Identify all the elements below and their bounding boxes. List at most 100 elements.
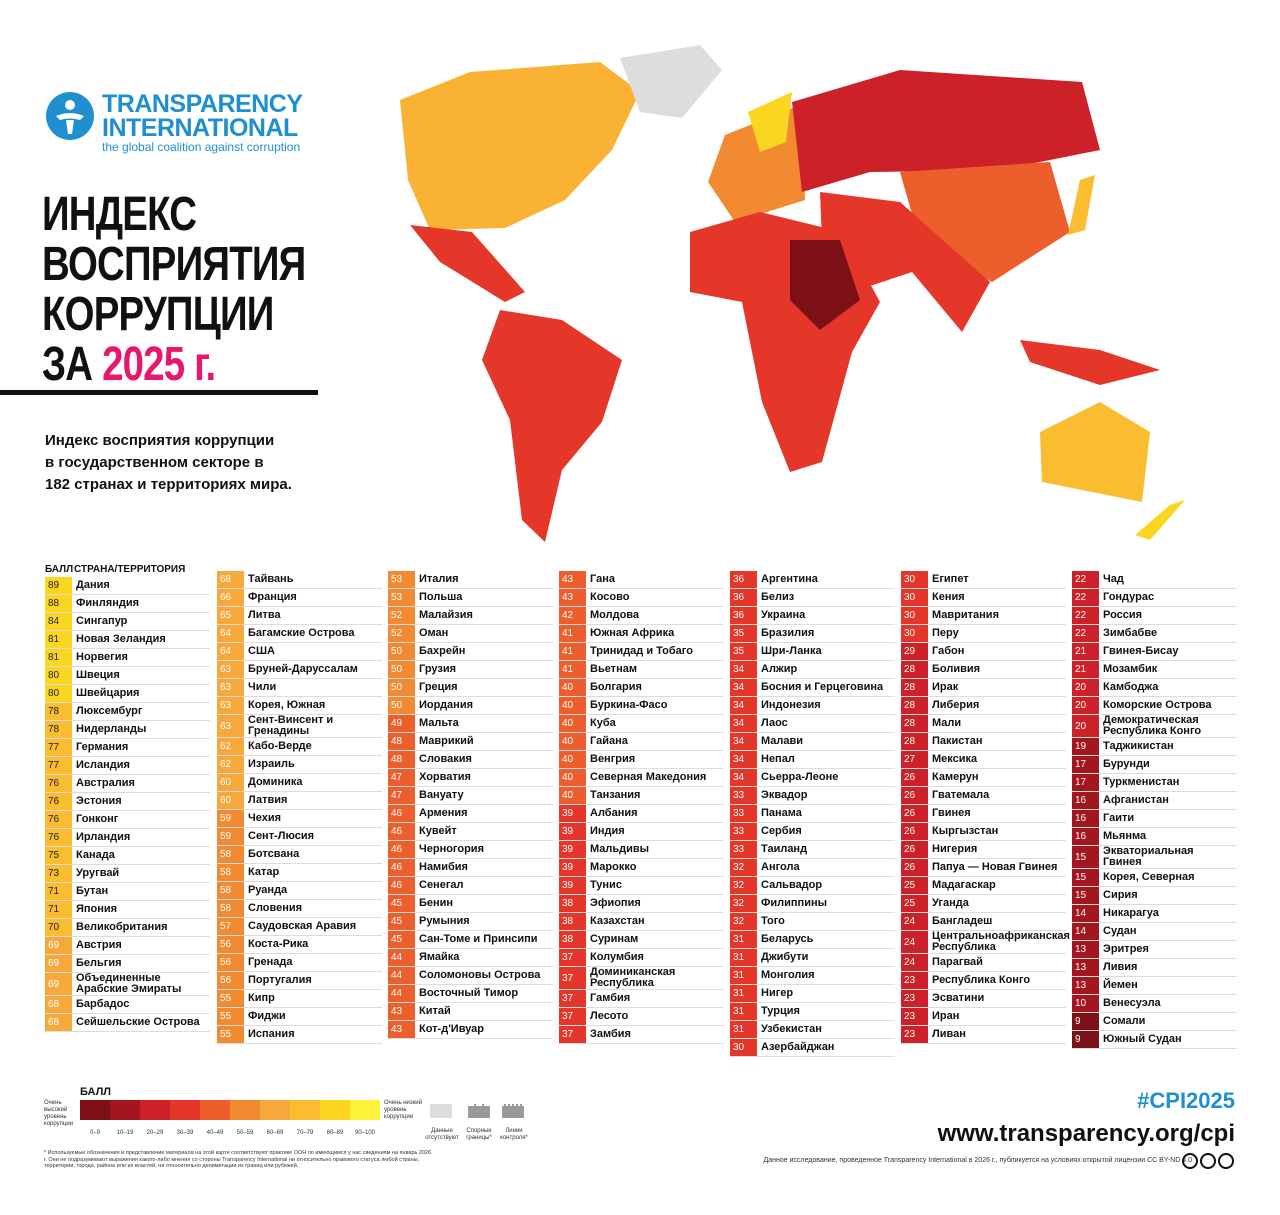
legend-swatch (260, 1100, 290, 1120)
score: 26 (901, 769, 928, 786)
country: Мозамбик (1103, 663, 1158, 675)
country: Казахстан (590, 915, 645, 927)
table-row: 46 Кувейт (388, 823, 553, 841)
table-row: 33 Панама (730, 805, 895, 823)
country: Фиджи (248, 1010, 286, 1022)
control-label: Линии контроля* (500, 1128, 528, 1141)
score: 57 (217, 918, 244, 935)
score: 22 (1072, 625, 1099, 642)
score: 21 (1072, 661, 1099, 678)
country: Нигер (761, 987, 794, 999)
table-row: 20 Коморские Острова (1072, 697, 1237, 715)
country: Коста-Рика (248, 938, 309, 950)
country: Бруней-Даруссалам (248, 663, 358, 675)
score: 68 (217, 571, 244, 588)
table-row: 17 Бурунди (1072, 756, 1237, 774)
table-row: 38 Эфиопия (559, 895, 724, 913)
new-zealand (1135, 500, 1185, 540)
score: 31 (730, 1021, 757, 1038)
score: 20 (1072, 715, 1099, 737)
table-row: 56 Гренада (217, 954, 382, 972)
table-row: 28 Либерия (901, 697, 1066, 715)
country: Руанда (248, 884, 288, 896)
score: 39 (559, 859, 586, 876)
title-line: КОРРУПЦИИ (42, 288, 274, 341)
country: Австралия (76, 777, 135, 789)
country: Чад (1103, 573, 1124, 585)
score: 39 (559, 805, 586, 822)
table-row: 46 Намибия (388, 859, 553, 877)
country: Габон (932, 645, 965, 657)
score: 32 (730, 859, 757, 876)
country: Уганда (932, 897, 969, 909)
score: 31 (730, 931, 757, 948)
score: 43 (388, 1003, 415, 1020)
score: 30 (730, 1039, 757, 1056)
country: Парагвай (932, 956, 983, 968)
country: Сейшельские Острова (76, 1016, 200, 1028)
country: Тайвань (248, 573, 294, 585)
table-row: 26 Камерун (901, 769, 1066, 787)
score: 37 (559, 1008, 586, 1025)
table-row: 37 Доминиканская Республика (559, 967, 724, 990)
world-map (400, 45, 1185, 542)
country: Эритрея (1103, 943, 1149, 955)
legend-label: 40–49 (206, 1130, 224, 1136)
table-row: 50 Бахрейн (388, 643, 553, 661)
score: 39 (559, 841, 586, 858)
country: Венесуэла (1103, 997, 1161, 1009)
country: Буркина-Фасо (590, 699, 668, 711)
score: 26 (901, 859, 928, 876)
score: 50 (388, 679, 415, 696)
table-column: 36 Аргентина 36 Белиз 36 Украина 35 Бразилия 35 Ш… (730, 571, 895, 1057)
table-row: 22 Зимбабве (1072, 625, 1237, 643)
legend-swatch (200, 1100, 230, 1120)
country: Лесото (590, 1010, 629, 1022)
table-row: 33 Эквадор (730, 787, 895, 805)
country: Швеция (76, 669, 120, 681)
score: 28 (901, 733, 928, 750)
country: Германия (76, 741, 129, 753)
country: Ирак (932, 681, 959, 693)
table-row: 30 Кения (901, 589, 1066, 607)
country: Нигерия (932, 843, 978, 855)
country: Великобритания (76, 921, 168, 933)
score: 40 (559, 787, 586, 804)
table-row: 36 Аргентина (730, 571, 895, 589)
score: 89 (45, 577, 72, 594)
score: 29 (901, 643, 928, 660)
table-row: 31 Монголия (730, 967, 895, 985)
table-row: 56 Португалия (217, 972, 382, 990)
table-row: 31 Беларусь (730, 931, 895, 949)
score: 40 (559, 769, 586, 786)
score: 46 (388, 823, 415, 840)
score: 22 (1072, 571, 1099, 588)
country: Сомали (1103, 1015, 1146, 1027)
score: 14 (1072, 923, 1099, 940)
table-row: 14 Никарагуа (1072, 905, 1237, 923)
country: Хорватия (419, 771, 471, 783)
country: Франция (248, 591, 297, 603)
score: 50 (388, 643, 415, 660)
table-row: 17 Туркменистан (1072, 774, 1237, 792)
table-row: 58 Катар (217, 864, 382, 882)
score: 43 (559, 571, 586, 588)
country: Албания (590, 807, 638, 819)
country: Чехия (248, 812, 281, 824)
score: 38 (559, 931, 586, 948)
country: Гаити (1103, 812, 1135, 824)
country: Узбекистан (761, 1023, 822, 1035)
country: Танзания (590, 789, 641, 801)
score: 34 (730, 697, 757, 714)
table-row: 52 Оман (388, 625, 553, 643)
score: 36 (730, 571, 757, 588)
score: 69 (45, 937, 72, 954)
country: Греция (419, 681, 458, 693)
table-row: 16 Афганистан (1072, 792, 1237, 810)
score: 76 (45, 793, 72, 810)
score: 62 (217, 738, 244, 755)
score: 9 (1072, 1013, 1099, 1030)
country: Иордания (419, 699, 473, 711)
table-row: 60 Латвия (217, 792, 382, 810)
score: 76 (45, 829, 72, 846)
